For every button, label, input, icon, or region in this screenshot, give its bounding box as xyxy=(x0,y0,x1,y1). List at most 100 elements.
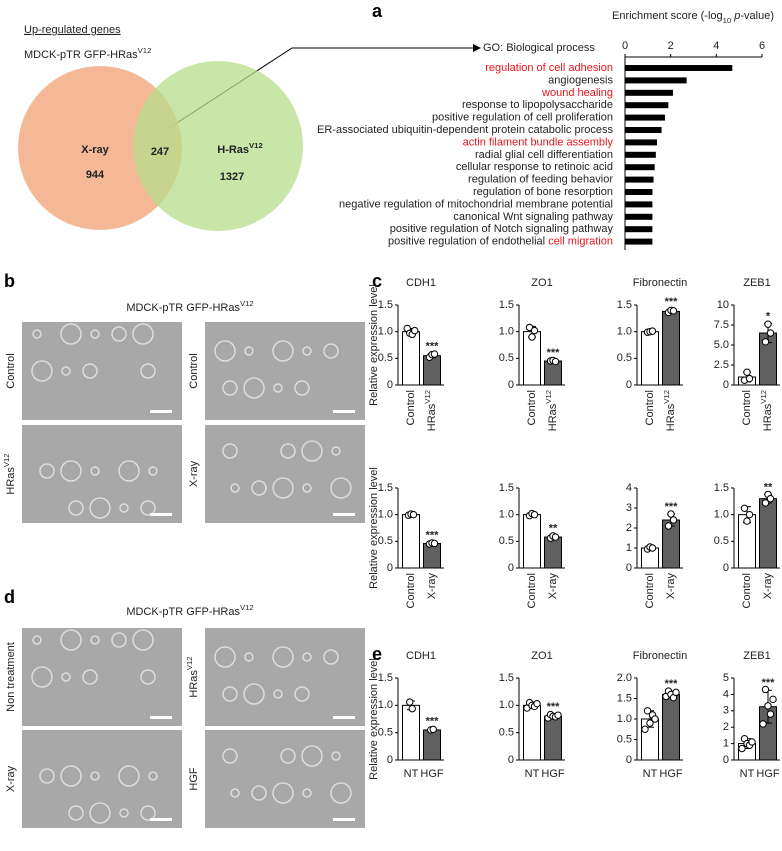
cell xyxy=(60,323,82,345)
y-tick-label: 1.0 xyxy=(378,509,393,521)
data-point xyxy=(669,307,678,315)
significance: *** xyxy=(547,347,561,359)
cell xyxy=(302,483,312,493)
data-point xyxy=(530,326,539,335)
y-tick-label: 5.0 xyxy=(714,339,729,351)
significance: *** xyxy=(426,340,440,352)
y-tick-label: 7.5 xyxy=(714,319,729,331)
cell xyxy=(61,366,71,376)
y-tick-label: 1.5 xyxy=(617,692,632,704)
cell xyxy=(60,460,82,482)
y-tick-label: 1.5 xyxy=(499,672,514,684)
cell xyxy=(39,463,55,479)
cell xyxy=(330,782,352,804)
x-tick-label: HGF xyxy=(541,768,565,780)
venn-left xyxy=(18,66,182,230)
cell xyxy=(294,686,310,702)
bar xyxy=(423,542,441,569)
bar xyxy=(625,151,656,158)
y-tick-label: 1.0 xyxy=(378,326,393,338)
bar xyxy=(523,514,541,569)
y-tick-label: 0.5 xyxy=(617,352,632,364)
data-point xyxy=(761,499,770,507)
y-tick-label: 0.5 xyxy=(378,352,393,364)
text-part: radial glial cell differentiation xyxy=(475,149,613,161)
text-part: V12 xyxy=(2,453,11,467)
data-point xyxy=(429,725,437,734)
row-label: X-ray xyxy=(188,460,200,487)
data-point xyxy=(738,744,746,753)
category-label: angiogenesis xyxy=(548,74,613,86)
data-point xyxy=(759,720,767,728)
cell xyxy=(119,808,129,818)
scale-bar xyxy=(150,818,172,821)
bar xyxy=(625,127,662,133)
data-point xyxy=(648,544,657,552)
y-tick-label: 1 xyxy=(626,542,632,554)
y-tick-label: 1.0 xyxy=(378,699,393,711)
bar xyxy=(662,693,680,761)
y-tick-label: 0.5 xyxy=(378,727,393,739)
significance: *** xyxy=(547,701,561,713)
row-label: HRasV12 xyxy=(185,656,200,697)
bar xyxy=(625,189,653,195)
cell xyxy=(111,326,127,342)
data-point xyxy=(641,725,649,733)
text-part: V12 xyxy=(249,141,263,150)
bar xyxy=(759,498,777,569)
text-part: V12 xyxy=(138,46,152,55)
data-point xyxy=(743,517,751,525)
text-part: positive regulation of endothelial xyxy=(388,236,548,248)
cell xyxy=(222,748,238,764)
y-tick-label: 0 xyxy=(626,562,632,574)
bar xyxy=(625,77,687,84)
cell xyxy=(140,805,156,821)
category-title: GO: Biological process xyxy=(483,42,595,54)
cell xyxy=(272,477,294,499)
panel-letter: d xyxy=(4,587,15,607)
row-label: Control xyxy=(5,353,17,388)
x-tick-label: NT xyxy=(404,768,419,780)
cell xyxy=(222,686,238,702)
chart-title: ZEB1 xyxy=(743,650,771,662)
data-point xyxy=(664,522,673,530)
y-tick-label: 0.5 xyxy=(378,535,393,547)
panel-title: MDCK-pTR GFP-HRasV12 xyxy=(126,603,253,618)
bar xyxy=(402,704,420,761)
y-tick-label: 5 xyxy=(723,672,729,684)
bar xyxy=(544,715,562,761)
bar xyxy=(402,331,420,386)
cell xyxy=(89,497,111,519)
x-tick-label: X-ray xyxy=(426,573,438,600)
panel-title: MDCK-pTR GFP-HRasV12 xyxy=(126,299,253,314)
data-point xyxy=(764,702,772,710)
cell xyxy=(118,765,140,787)
x-tick-label: Control xyxy=(526,390,538,425)
x-tick-label: Control xyxy=(741,573,753,608)
x-tick-label: X-ray xyxy=(665,573,677,600)
category-label: negative regulation of mitochondrial mem… xyxy=(339,198,613,210)
cell xyxy=(323,649,339,665)
x-tick-label: NT xyxy=(525,768,540,780)
y-tick-label: 0.5 xyxy=(617,733,632,745)
row-label: Non treatment xyxy=(5,642,17,712)
text-part: response to lipopolysaccharide xyxy=(462,99,613,111)
y-tick-label: 1.0 xyxy=(617,326,632,338)
y-tick-label: 0 xyxy=(723,562,729,574)
y-axis-label: Relative expression level xyxy=(368,658,380,780)
data-point xyxy=(406,698,414,706)
cell xyxy=(244,346,254,356)
cell xyxy=(82,363,98,379)
row-label: X-ray xyxy=(5,765,17,792)
bar xyxy=(625,176,654,183)
cell xyxy=(251,785,267,801)
cell xyxy=(61,672,71,682)
cell xyxy=(68,805,84,821)
category-label: regulation of bone resorption xyxy=(473,186,613,198)
y-tick-label: 2.5 xyxy=(714,359,729,371)
axis-title: Enrichment score (-log10 p-value) xyxy=(612,10,774,25)
cell xyxy=(214,340,236,362)
data-point xyxy=(769,695,777,704)
bar xyxy=(523,704,541,761)
cell xyxy=(330,477,352,499)
